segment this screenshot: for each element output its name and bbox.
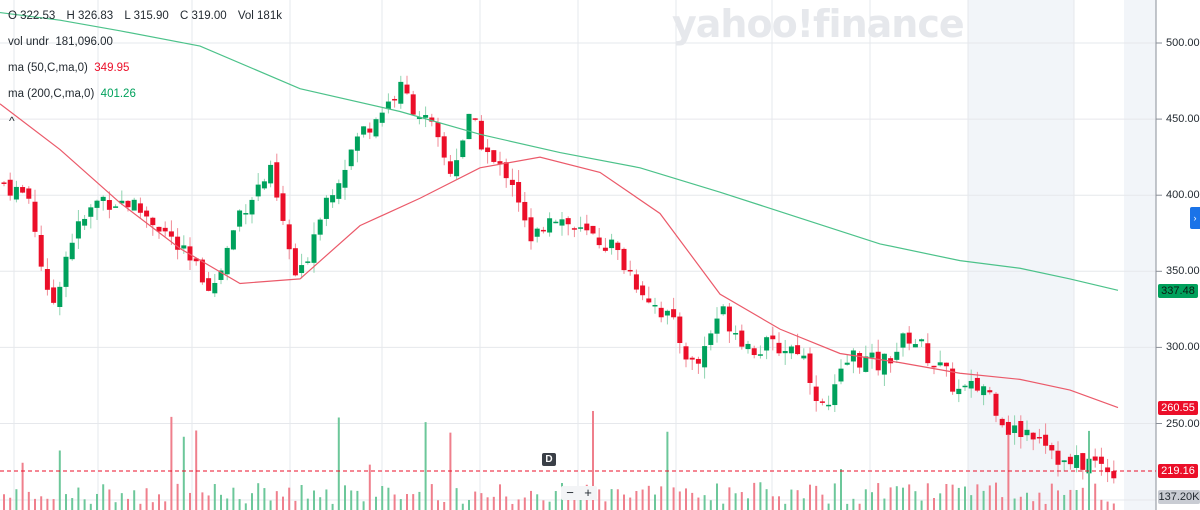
high-value: H 326.83 (66, 10, 114, 22)
zoom-in-button[interactable]: + (584, 485, 592, 500)
y-tick-450: 450.00 (1166, 113, 1200, 125)
last-price-badge: 219.16 (1158, 464, 1198, 478)
ma200-label: ma (200,C,ma,0) (8, 88, 95, 100)
ma200-price-badge: 337.48 (1158, 284, 1198, 298)
y-tick-500: 500.00 (1166, 37, 1200, 49)
ma50-price-badge: 260.55 (1158, 401, 1198, 415)
dividend-marker[interactable]: D (542, 453, 556, 466)
ma50-row[interactable]: ma (50,C,ma,0) 349.95 (8, 60, 290, 86)
low-value: L 315.90 (124, 10, 169, 22)
close-value: C 319.00 (179, 10, 227, 22)
y-tick-300: 300.00 (1166, 341, 1200, 353)
vol-undr-row[interactable]: vol undr 181,096.00 (8, 34, 290, 60)
ma50-label: ma (50,C,ma,0) (8, 62, 88, 74)
zoom-out-button[interactable]: − (566, 485, 574, 500)
ma50-value: 349.95 (94, 62, 130, 74)
ma200-row[interactable]: ma (200,C,ma,0) 401.26 (8, 86, 290, 112)
y-tick-400: 400.00 (1166, 189, 1200, 201)
y-tick-350: 350.00 (1166, 265, 1200, 277)
vol-undr-value: 181,096.00 (55, 36, 113, 48)
ohlc-row: O 322.53 H 326.83 L 315.90 C 319.00 Vol … (8, 8, 290, 34)
volume-badge: 137.20K (1158, 490, 1200, 504)
ma200-value: 401.26 (100, 88, 136, 100)
y-tick-250: 250.00 (1166, 418, 1200, 430)
zoom-controls: − + (561, 486, 597, 500)
yahoo-finance-watermark: yahoo!finance (672, 2, 965, 46)
open-value: O 322.53 (8, 10, 56, 22)
scroll-right-button[interactable]: › (1190, 207, 1200, 229)
chart-legend: O 322.53 H 326.83 L 315.90 C 319.00 Vol … (8, 8, 290, 112)
volume-value: Vol 181k (237, 10, 282, 22)
vol-undr-label: vol undr (8, 36, 49, 48)
collapse-legend-icon[interactable]: ^ (9, 114, 15, 128)
